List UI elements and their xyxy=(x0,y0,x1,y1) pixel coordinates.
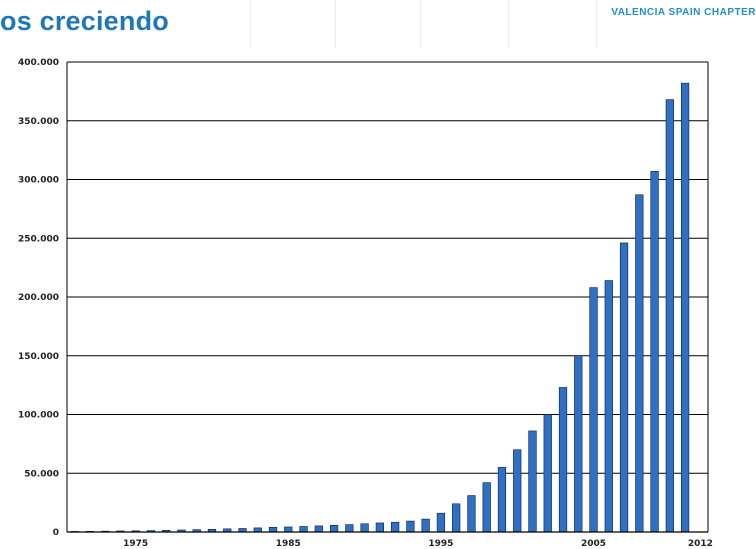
y-tick-label: 350.000 xyxy=(18,117,59,127)
header-band xyxy=(0,0,756,48)
bar xyxy=(665,99,674,533)
x-tick-label: 1995 xyxy=(428,539,453,549)
x-tick-label: 2005 xyxy=(581,539,606,549)
bar xyxy=(253,527,262,533)
bar xyxy=(482,482,491,533)
y-tick-label: 100.000 xyxy=(18,411,59,421)
y-tick-label: 300.000 xyxy=(18,176,59,186)
bar xyxy=(329,524,339,533)
bar xyxy=(284,526,293,533)
bar xyxy=(528,430,537,533)
organization-label: VALENCIA SPAIN CHAPTER xyxy=(611,7,756,18)
x-tick-label: 2012 xyxy=(688,539,713,549)
bar xyxy=(360,523,369,533)
header-divider xyxy=(508,0,509,48)
bar xyxy=(436,512,446,533)
bar xyxy=(513,449,522,533)
header-divider xyxy=(335,0,336,48)
y-tick-label: 0 xyxy=(53,528,59,538)
bar xyxy=(299,526,308,533)
bar xyxy=(558,387,568,533)
bar xyxy=(543,414,552,533)
slide-title: os creciendo xyxy=(0,6,169,36)
y-tick-label: 250.000 xyxy=(18,234,59,244)
bar xyxy=(680,82,690,533)
bar xyxy=(421,518,430,533)
y-tick-label: 400.000 xyxy=(18,58,59,68)
bar xyxy=(375,522,384,533)
bar xyxy=(406,520,415,533)
bar xyxy=(391,521,400,533)
bar xyxy=(589,287,598,533)
x-tick-label: 1975 xyxy=(123,539,148,549)
bar xyxy=(345,524,354,533)
bar xyxy=(467,495,476,533)
bar xyxy=(604,280,613,533)
y-tick-label: 200.000 xyxy=(18,293,59,303)
bar xyxy=(619,242,629,533)
header-divider xyxy=(250,0,251,48)
x-tick-label: 1985 xyxy=(276,539,301,549)
bar xyxy=(497,467,507,533)
header-divider xyxy=(420,0,421,48)
bar xyxy=(635,194,644,533)
bar xyxy=(452,503,461,533)
bar-chart: 0 50.000 100.000 150.000 200.000 250.000 300.0… xyxy=(18,58,713,549)
y-tick-label: 150.000 xyxy=(18,352,59,362)
bar xyxy=(314,525,323,533)
header-divider xyxy=(596,0,597,48)
bar xyxy=(574,355,583,533)
bar xyxy=(268,526,278,533)
bar xyxy=(650,170,659,533)
y-tick-label: 50.000 xyxy=(24,469,59,479)
